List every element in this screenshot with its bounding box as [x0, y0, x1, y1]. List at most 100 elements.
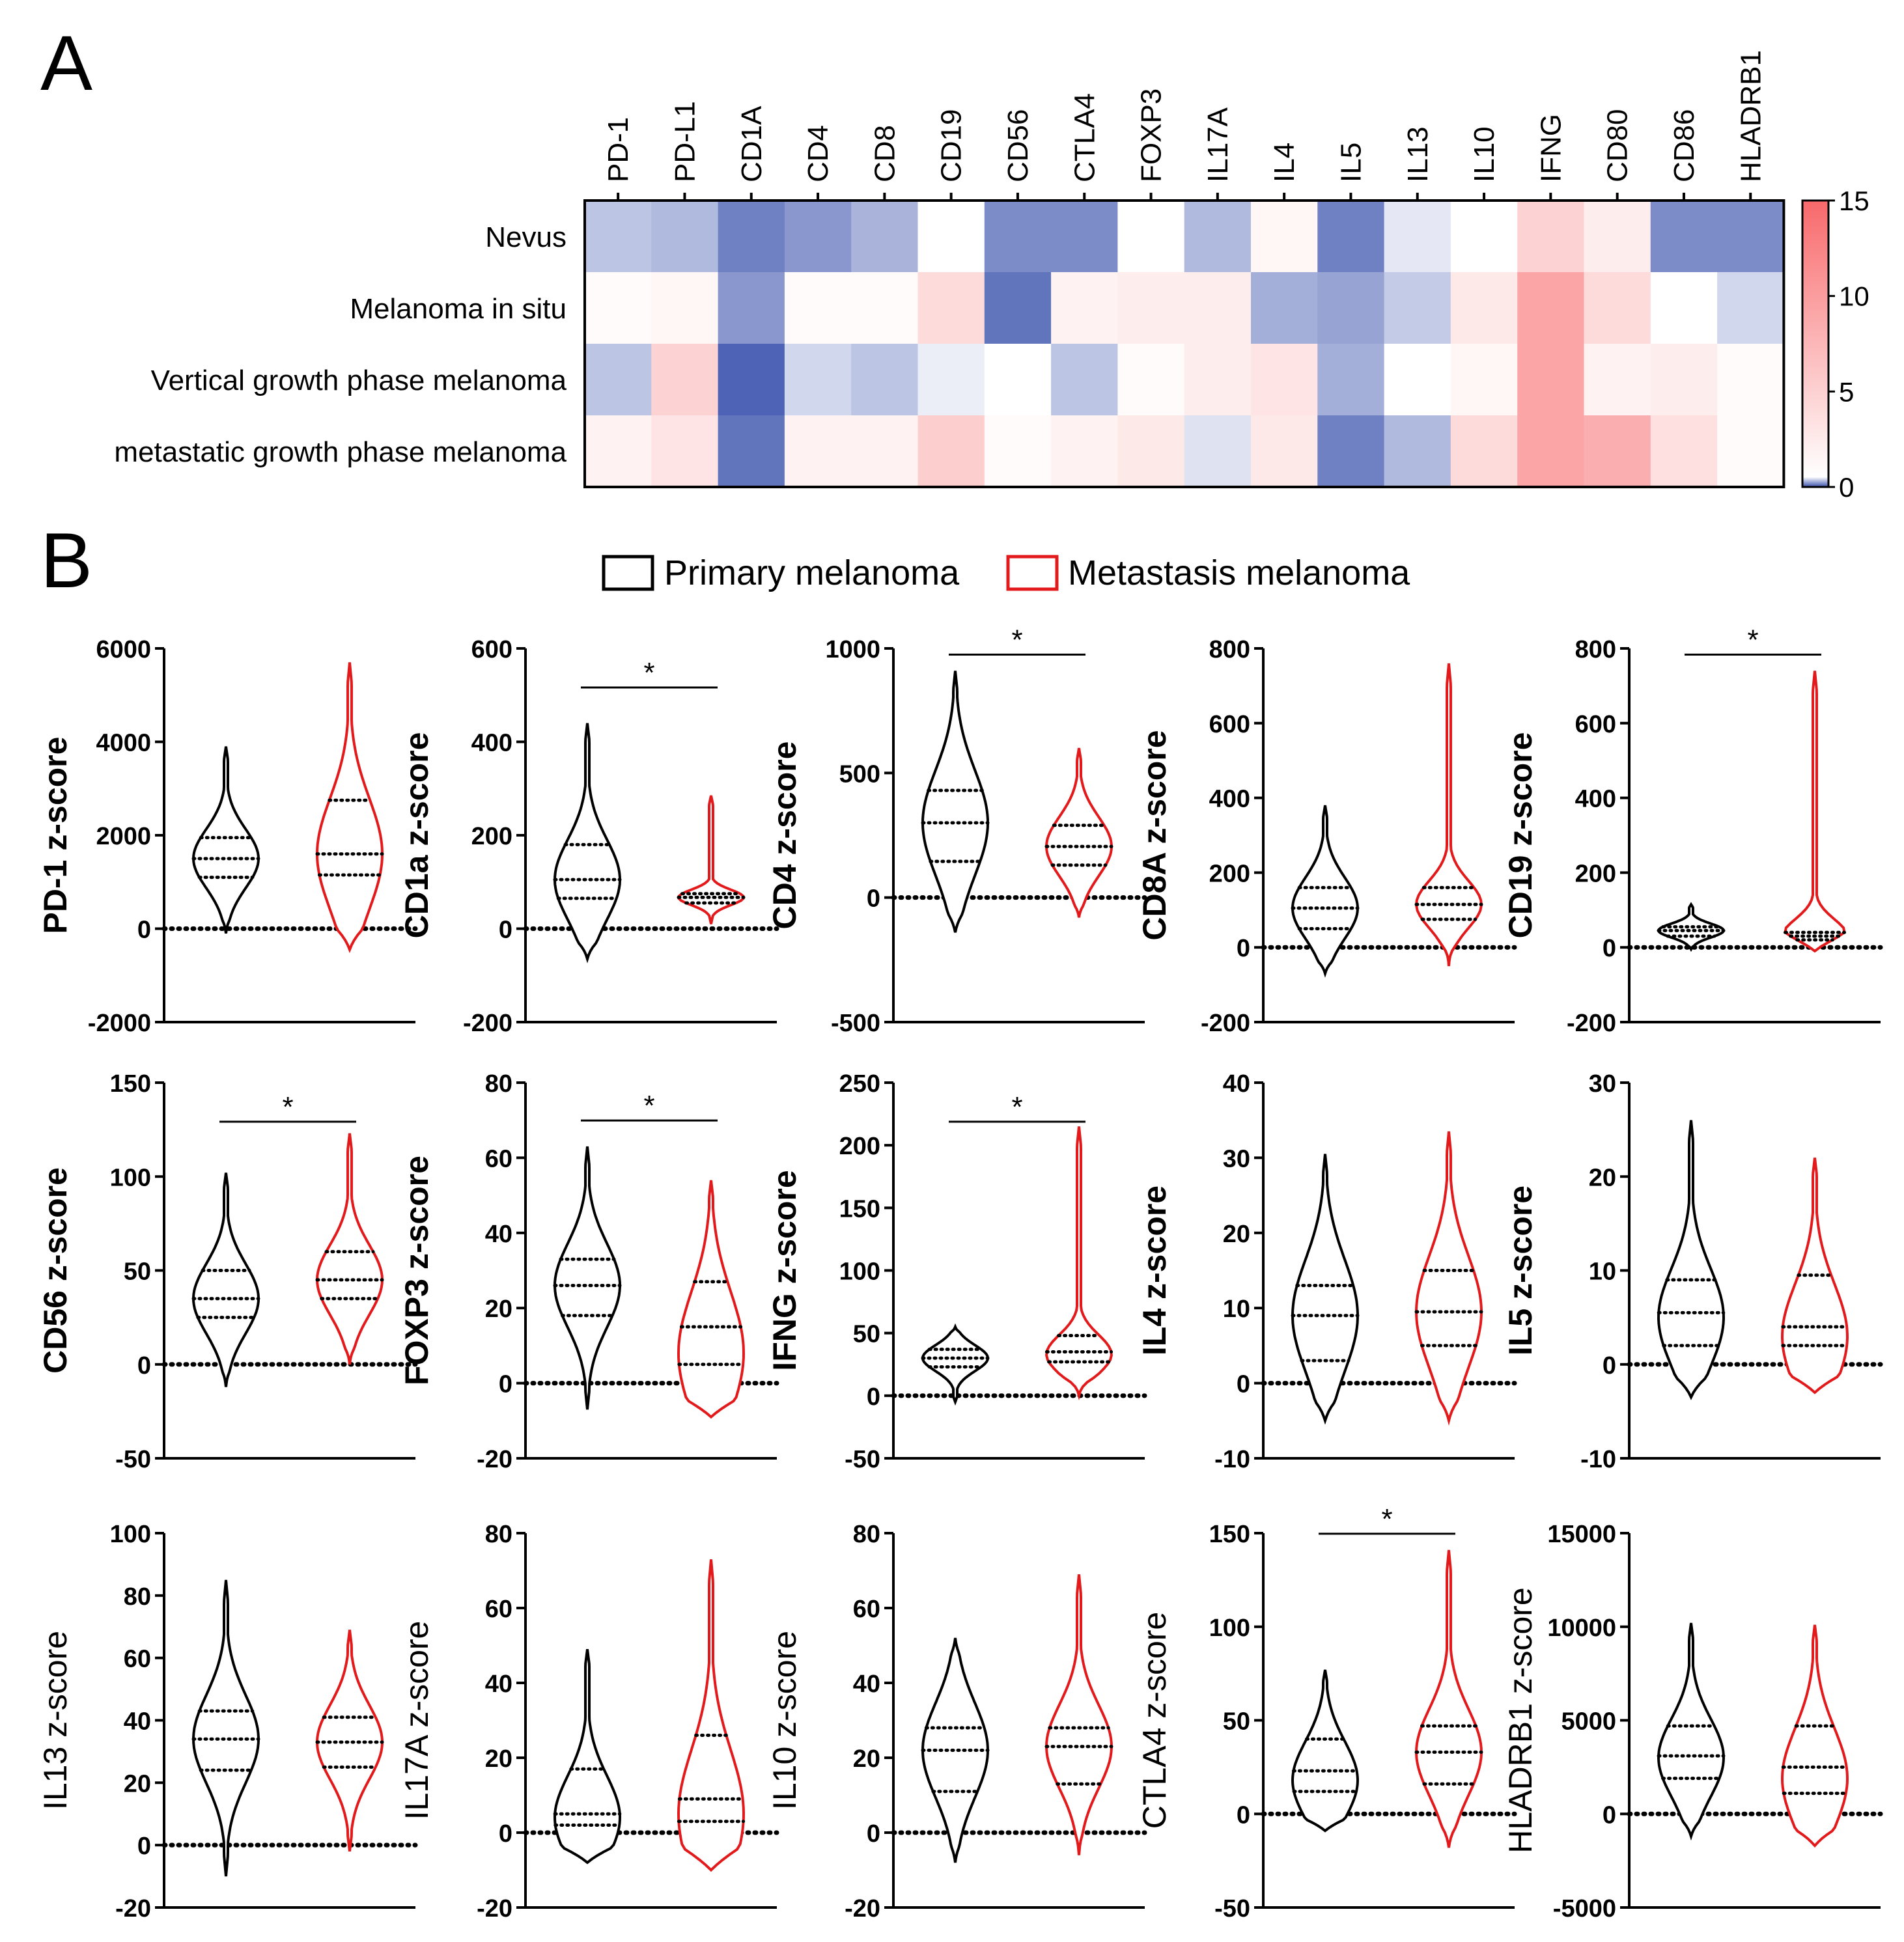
violin-outline	[191, 746, 260, 934]
violin-plot: 100 80 60 40 20 0 -20 IL13 z-score	[37, 1521, 418, 1922]
y-axis-label: IL10 z-score	[766, 1631, 803, 1810]
y-tick-label: -10	[1580, 1446, 1616, 1473]
heatmap-cell	[1450, 272, 1518, 344]
violin-metastasis	[677, 1559, 746, 1872]
violin-metastasis	[677, 795, 746, 924]
colorbar-tick-label: 5	[1839, 376, 1854, 407]
heatmap-cell	[585, 272, 652, 344]
violin-outline	[553, 1146, 622, 1410]
violin-plot: 800 600 400 200 0 -200 CD8A z-score	[1136, 636, 1517, 1037]
y-tick-label: 2000	[96, 823, 151, 850]
y-axis-label: FOXP3 z-score	[399, 1156, 435, 1385]
heatmap-colorbar: 15 10 5 0	[1801, 186, 1869, 503]
y-tick-label: 400	[1575, 786, 1616, 813]
y-tick-label: 40	[1223, 1070, 1250, 1098]
violin-outline	[1291, 1154, 1360, 1425]
y-tick-label: -500	[831, 1010, 880, 1037]
legend-swatch-metastasis	[1006, 555, 1059, 591]
legend: Primary melanoma Metastasis melanoma	[602, 553, 1410, 592]
y-tick-label: -200	[1567, 1010, 1616, 1037]
y-tick-label: 0	[867, 1820, 880, 1848]
heatmap-column-label: IL17A	[1202, 107, 1234, 182]
heatmap-column-label: CD86	[1668, 109, 1700, 183]
significance-marker: *	[643, 1090, 654, 1122]
y-tick-label: 15000	[1547, 1521, 1616, 1548]
y-tick-label: -10	[1214, 1446, 1250, 1473]
y-tick-label: -50	[115, 1446, 151, 1473]
violin-plot: 15000 10000 5000 0 -5000 HLADRB1 z-score	[1502, 1521, 1883, 1922]
heatmap-cell	[1517, 201, 1585, 273]
y-tick-label: 60	[124, 1646, 151, 1673]
y-tick-label: -20	[115, 1895, 151, 1922]
violin-primary	[191, 1172, 260, 1387]
violin-metastasis	[315, 662, 384, 954]
y-tick-label: 30	[1223, 1145, 1250, 1172]
y-tick-label: 200	[471, 823, 512, 850]
y-tick-label: 0	[137, 1833, 151, 1860]
heatmap-cell	[917, 344, 985, 416]
violin-plot: 250 200 150 100 50 0 -50 IFNG z-score *	[766, 1070, 1147, 1473]
heatmap-cell	[1450, 201, 1518, 273]
violin-primary	[553, 1649, 622, 1865]
heatmap-cell	[651, 415, 719, 488]
heatmap-cell	[917, 415, 985, 488]
heatmap: Nevus Melanoma in situ Vertical growth pha…	[114, 50, 1785, 488]
violin-outline	[191, 1579, 260, 1877]
y-tick-label: 600	[471, 636, 512, 663]
heatmap-cell	[1584, 201, 1651, 273]
y-tick-label: 150	[839, 1195, 880, 1223]
y-axis-label: CTLA4 z-score	[1136, 1612, 1173, 1829]
y-tick-label: 20	[124, 1770, 151, 1797]
heatmap-cell	[984, 344, 1052, 416]
violin-plot: 6000 4000 2000 0 -2000 PD-1 z-score	[37, 636, 418, 1037]
heatmap-cell	[1517, 344, 1585, 416]
y-axis-label: CD4 z-score	[766, 742, 803, 930]
y-axis-label: CD8A z-score	[1136, 730, 1173, 940]
y-tick-label: 50	[124, 1258, 151, 1286]
heatmap-cell	[585, 344, 652, 416]
heatmap-column-label: HLADRB1	[1735, 50, 1767, 182]
heatmap-cell	[1584, 272, 1651, 344]
y-axis-label: CD1a z-score	[399, 732, 435, 939]
y-axis-label: PD-1 z-score	[37, 737, 74, 934]
violin-primary	[1657, 902, 1726, 952]
heatmap-cell	[851, 201, 919, 273]
y-tick-label: 60	[853, 1596, 880, 1623]
violin-metastasis	[1414, 1131, 1483, 1426]
heatmap-cell	[1650, 415, 1718, 488]
heatmap-cell	[1384, 344, 1451, 416]
y-tick-label: 0	[499, 1371, 512, 1398]
heatmap-cell	[1117, 415, 1185, 488]
panel-label-a: A	[40, 20, 92, 107]
y-tick-label: 600	[1209, 711, 1250, 738]
violin-outline	[921, 1323, 990, 1406]
violin-outline	[1657, 1120, 1726, 1400]
significance-marker: *	[643, 657, 654, 689]
y-tick-label: 50	[1223, 1708, 1250, 1736]
heatmap-cell	[984, 201, 1052, 273]
violin-outline	[1657, 1622, 1726, 1841]
heatmap-cell	[1251, 201, 1318, 273]
y-tick-label: 0	[137, 917, 151, 944]
heatmap-cell	[1184, 272, 1252, 344]
heatmap-cell	[1650, 272, 1718, 344]
y-tick-label: 20	[853, 1745, 880, 1773]
y-tick-label: 0	[867, 1383, 880, 1411]
violin-metastasis	[1780, 1158, 1849, 1394]
y-tick-label: 20	[485, 1296, 512, 1323]
heatmap-row-label: Nevus	[485, 221, 567, 253]
violin-primary	[921, 1323, 990, 1406]
heatmap-column-label: IL5	[1335, 143, 1367, 182]
heatmap-cell	[718, 415, 785, 488]
heatmap-cell	[1384, 415, 1451, 488]
heatmap-column-label: CD19	[936, 109, 968, 183]
heatmap-column-label: IL4	[1268, 143, 1300, 182]
y-tick-label: 20	[1223, 1221, 1250, 1248]
heatmap-cell	[1717, 201, 1784, 273]
y-tick-label: 80	[853, 1521, 880, 1548]
y-tick-label: 1000	[825, 636, 880, 663]
violin-primary	[1657, 1622, 1726, 1841]
heatmap-cell	[984, 415, 1052, 488]
